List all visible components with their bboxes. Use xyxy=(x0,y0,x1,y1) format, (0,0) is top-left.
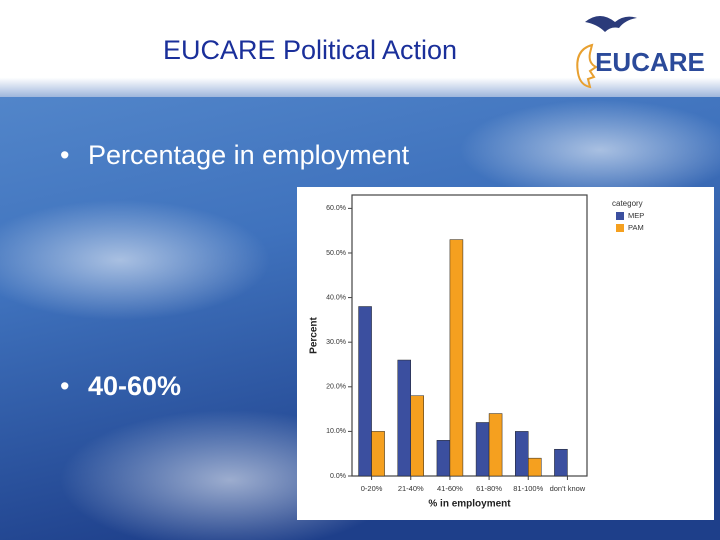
legend-label: MEP xyxy=(628,211,644,220)
bar xyxy=(436,440,451,477)
slide-title: EUCARE Political Action xyxy=(163,35,457,65)
bar xyxy=(515,431,529,477)
logo-face xyxy=(576,43,598,89)
bar xyxy=(528,457,542,477)
cloud xyxy=(0,200,270,320)
bar xyxy=(410,395,424,477)
y-tick-label: 40.0% xyxy=(326,294,346,301)
y-axis-label: Percent xyxy=(309,316,320,353)
logo-bird xyxy=(585,16,637,32)
bar xyxy=(397,359,411,477)
y-tick-label: 20.0% xyxy=(326,384,346,391)
legend-title: category xyxy=(612,199,643,208)
x-tick-label: 61-80% xyxy=(476,484,502,493)
bullet: • xyxy=(60,371,69,401)
legend-label: PAM xyxy=(628,223,644,232)
logo-text: EUCARE xyxy=(595,47,705,77)
logo: EUCARE xyxy=(576,16,705,89)
bullet-text: 40-60% xyxy=(88,371,181,401)
bar xyxy=(475,422,490,477)
x-tick-label: 21-40% xyxy=(398,484,424,493)
x-tick-label: 0-20% xyxy=(361,484,383,493)
plot-area xyxy=(351,194,588,477)
y-tick-label: 50.0% xyxy=(326,250,346,257)
x-tick-label: 81-100% xyxy=(513,484,543,493)
bar xyxy=(371,431,385,477)
bar xyxy=(554,448,568,477)
bar xyxy=(488,413,503,477)
y-tick-label: 60.0% xyxy=(326,205,346,212)
x-axis-label: % in employment xyxy=(428,499,511,510)
y-tick-label: 30.0% xyxy=(326,339,346,346)
bullet: • xyxy=(60,140,69,170)
y-tick-label: 0.0% xyxy=(330,473,346,480)
cloud xyxy=(460,100,720,200)
bar xyxy=(358,306,372,477)
y-tick-label: 10.0% xyxy=(326,428,346,435)
chart: 0.0% 10.0% 20.0% 30.0% 40.0% 50.0% 60.0% Percen… xyxy=(309,194,644,510)
x-tick-label: 41-60% xyxy=(437,484,463,493)
bar xyxy=(449,239,464,477)
legend-swatch xyxy=(616,224,624,232)
bullet-text: Percentage in employment xyxy=(88,140,410,170)
x-tick-label: don't know xyxy=(550,484,586,493)
legend-swatch xyxy=(616,212,624,220)
